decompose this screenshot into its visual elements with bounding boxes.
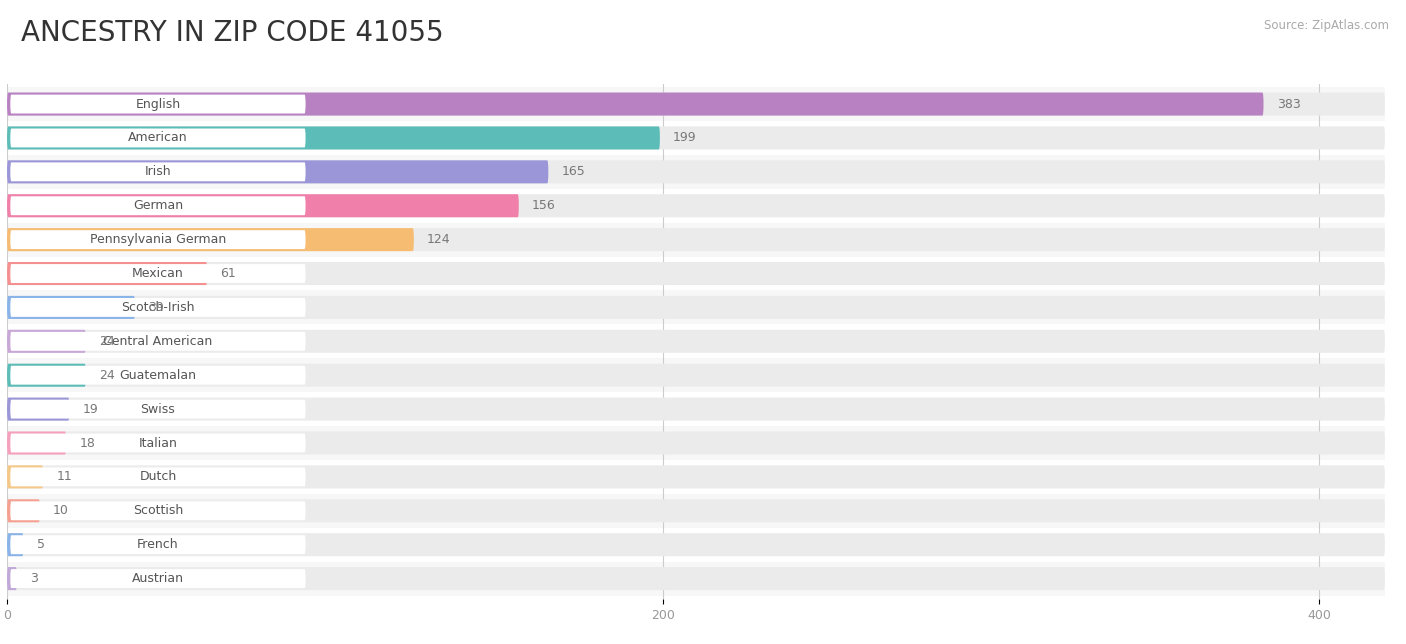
Text: 124: 124 [427,233,450,246]
FancyBboxPatch shape [10,129,305,147]
FancyBboxPatch shape [7,126,1385,149]
FancyBboxPatch shape [7,126,659,149]
Text: Source: ZipAtlas.com: Source: ZipAtlas.com [1264,19,1389,32]
Bar [7,527,1385,562]
Text: Scottish: Scottish [132,504,183,517]
Text: 24: 24 [98,369,115,382]
Bar [7,358,1385,392]
Text: Scotch-Irish: Scotch-Irish [121,301,194,314]
FancyBboxPatch shape [10,501,305,520]
Text: French: French [138,538,179,551]
FancyBboxPatch shape [7,330,86,353]
FancyBboxPatch shape [7,262,1385,285]
Text: German: German [134,199,183,213]
Text: 156: 156 [531,199,555,213]
FancyBboxPatch shape [7,93,1264,115]
FancyBboxPatch shape [10,366,305,384]
FancyBboxPatch shape [7,160,548,184]
Text: English: English [135,97,180,111]
Text: 199: 199 [673,131,696,144]
FancyBboxPatch shape [7,296,1385,319]
Text: 39: 39 [148,301,165,314]
FancyBboxPatch shape [10,468,305,486]
Bar [7,121,1385,155]
FancyBboxPatch shape [7,567,1385,590]
FancyBboxPatch shape [7,228,413,251]
FancyBboxPatch shape [10,95,305,113]
Bar [7,494,1385,527]
FancyBboxPatch shape [7,194,1385,217]
FancyBboxPatch shape [10,535,305,554]
FancyBboxPatch shape [7,364,1385,387]
Bar [7,325,1385,358]
FancyBboxPatch shape [10,162,305,182]
FancyBboxPatch shape [7,499,39,522]
Text: Central American: Central American [103,335,212,348]
FancyBboxPatch shape [7,466,1385,488]
Text: Irish: Irish [145,166,172,178]
Bar [7,189,1385,223]
FancyBboxPatch shape [7,330,1385,353]
FancyBboxPatch shape [7,296,135,319]
FancyBboxPatch shape [10,433,305,453]
FancyBboxPatch shape [10,400,305,419]
FancyBboxPatch shape [7,397,1385,421]
FancyBboxPatch shape [10,298,305,317]
FancyBboxPatch shape [7,466,44,488]
Text: American: American [128,131,188,144]
FancyBboxPatch shape [10,196,305,215]
FancyBboxPatch shape [7,364,86,387]
Text: Swiss: Swiss [141,402,176,415]
Bar [7,392,1385,426]
Bar [7,562,1385,596]
FancyBboxPatch shape [7,194,519,217]
Text: ANCESTRY IN ZIP CODE 41055: ANCESTRY IN ZIP CODE 41055 [21,19,444,47]
FancyBboxPatch shape [7,499,1385,522]
Text: Austrian: Austrian [132,572,184,585]
FancyBboxPatch shape [7,533,24,556]
Text: 383: 383 [1277,97,1301,111]
FancyBboxPatch shape [7,567,17,590]
FancyBboxPatch shape [7,262,207,285]
FancyBboxPatch shape [7,93,1385,115]
Text: 11: 11 [56,470,72,484]
Text: 3: 3 [30,572,38,585]
Text: 165: 165 [561,166,585,178]
FancyBboxPatch shape [10,264,305,283]
Text: Italian: Italian [139,437,177,450]
Text: 19: 19 [83,402,98,415]
FancyBboxPatch shape [7,431,1385,455]
FancyBboxPatch shape [10,569,305,588]
Bar [7,87,1385,121]
Bar [7,460,1385,494]
Text: 5: 5 [37,538,45,551]
Text: 61: 61 [221,267,236,280]
Text: Mexican: Mexican [132,267,184,280]
Text: 10: 10 [53,504,69,517]
FancyBboxPatch shape [7,431,66,455]
FancyBboxPatch shape [10,230,305,249]
Text: 18: 18 [79,437,96,450]
Bar [7,155,1385,189]
FancyBboxPatch shape [7,228,1385,251]
Text: Pennsylvania German: Pennsylvania German [90,233,226,246]
Bar [7,223,1385,256]
Bar [7,290,1385,325]
FancyBboxPatch shape [7,160,1385,184]
Bar [7,256,1385,290]
Text: Guatemalan: Guatemalan [120,369,197,382]
FancyBboxPatch shape [10,332,305,351]
Text: 24: 24 [98,335,115,348]
Bar [7,426,1385,460]
FancyBboxPatch shape [7,397,69,421]
FancyBboxPatch shape [7,533,1385,556]
Text: Dutch: Dutch [139,470,177,484]
